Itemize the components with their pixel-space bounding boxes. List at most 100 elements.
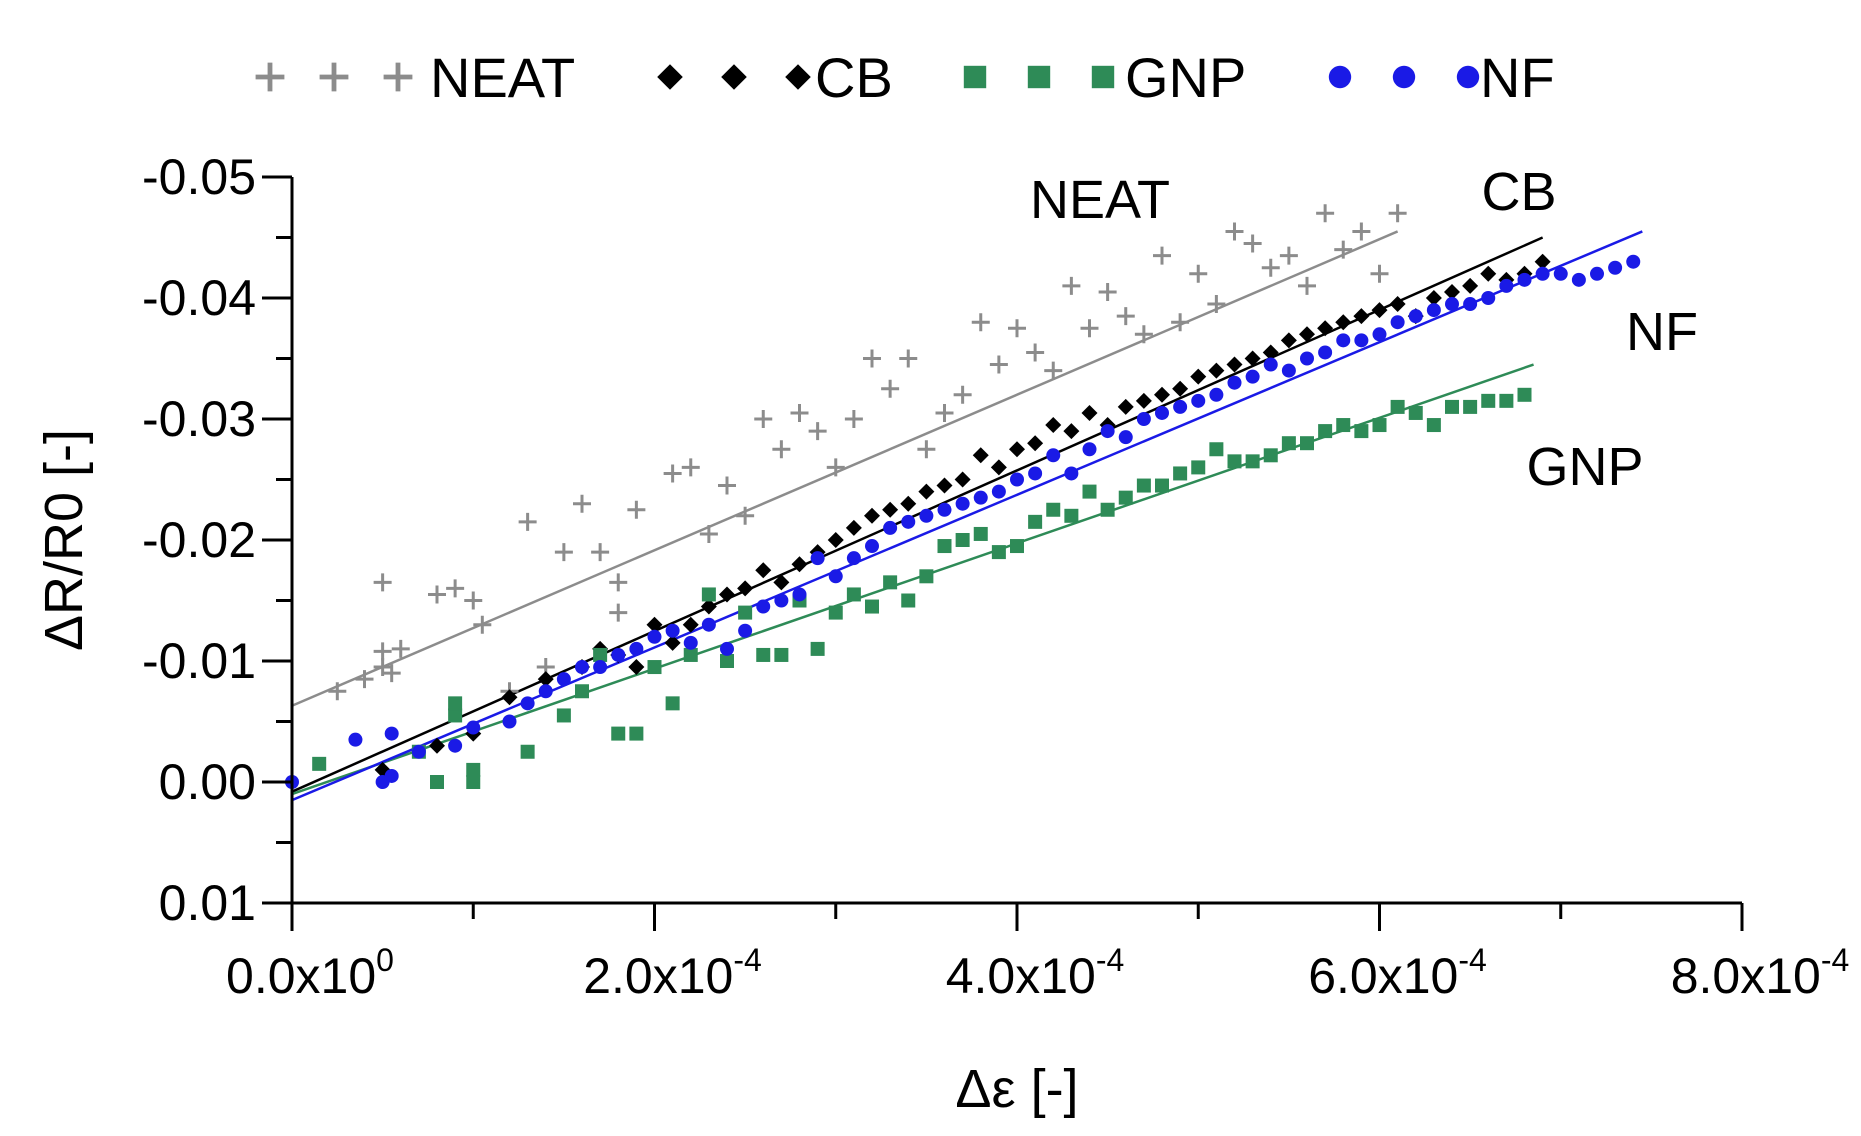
data-point-gnp: [1209, 442, 1224, 457]
data-point-gnp: [955, 533, 970, 547]
data-point-cb: [429, 737, 445, 754]
data-point-cb: [1425, 290, 1442, 306]
data-point-neat: [554, 543, 573, 562]
data-point-nf: [348, 732, 363, 747]
data-point-gnp: [629, 726, 644, 741]
y-axis-title: ΔR/R0 [-]: [34, 429, 94, 651]
legend-item-cb: CB: [657, 46, 893, 109]
data-point-neat: [971, 313, 990, 332]
data-point-nf: [1318, 345, 1333, 360]
data-point-cb: [1299, 326, 1315, 343]
data-point-gnp: [611, 726, 626, 741]
data-point-gnp: [1281, 436, 1296, 451]
y-tick-label: -0.01: [142, 633, 256, 689]
legend-marker: [963, 65, 987, 89]
data-point-neat: [863, 349, 881, 368]
data-point-cb: [1027, 435, 1044, 452]
data-point-nf: [1010, 472, 1024, 487]
data-point-nf: [1426, 303, 1441, 318]
data-point-neat: [754, 410, 773, 428]
data-point-gnp: [738, 605, 753, 620]
data-point-cb: [1262, 344, 1279, 361]
data-point-gnp: [647, 660, 662, 675]
data-point-cb: [1353, 308, 1370, 325]
x-tick-label: 0.0x100: [226, 942, 394, 1004]
data-point-nf: [1445, 297, 1459, 312]
data-point-gnp: [1028, 514, 1043, 529]
fit-line-nf: [291, 230, 1643, 802]
data-point-neat: [1171, 313, 1190, 332]
data-point-neat: [446, 579, 465, 598]
series-cb: [374, 253, 1551, 778]
data-point-gnp: [846, 587, 861, 602]
data-point-cb: [1389, 296, 1406, 313]
data-point-nf: [991, 484, 1006, 499]
data-point-gnp: [883, 575, 898, 590]
legend-label: CB: [815, 46, 893, 109]
data-point-neat: [1080, 319, 1099, 338]
data-point-cb: [1135, 392, 1152, 409]
data-point-neat: [790, 403, 809, 422]
data-point-nf: [1571, 272, 1586, 287]
data-point-gnp: [1390, 399, 1405, 414]
data-point-neat: [573, 494, 591, 513]
data-point-gnp: [430, 775, 444, 789]
legend-item-gnp: GNP: [963, 46, 1246, 109]
data-point-cb: [1462, 277, 1479, 294]
data-point-gnp: [774, 647, 789, 662]
data-point-neat: [1026, 343, 1045, 362]
data-point-gnp: [865, 599, 879, 614]
data-point-nf: [384, 726, 399, 741]
data-point-nf: [1481, 291, 1496, 305]
data-point-neat: [1134, 325, 1153, 344]
data-point-nf: [1372, 327, 1387, 342]
data-point-cb: [1154, 386, 1170, 403]
data-point-nf: [1028, 466, 1043, 481]
data-point-cb: [936, 477, 953, 494]
data-point-nf: [1227, 375, 1242, 390]
data-point-nf: [1136, 412, 1151, 426]
x-tick-label: 8.0x10-4: [1671, 942, 1850, 1004]
y-tick-label: -0.03: [142, 391, 256, 447]
data-point-neat: [391, 639, 410, 658]
data-point-gnp: [919, 569, 934, 584]
data-point-neat: [1116, 307, 1135, 326]
data-point-gnp: [466, 762, 481, 777]
data-point-neat: [1316, 204, 1335, 223]
data-point-cb: [664, 634, 681, 651]
data-point-nf: [593, 660, 608, 675]
legend-label: NEAT: [430, 46, 575, 109]
data-point-neat: [1098, 282, 1117, 301]
data-point-gnp: [756, 647, 771, 662]
data-point-neat: [953, 385, 972, 404]
data-point-gnp: [1064, 508, 1079, 523]
data-point-nf: [1626, 254, 1641, 269]
data-point-nf: [937, 502, 952, 517]
data-point-gnp: [1082, 484, 1097, 499]
legend-marker: [1027, 65, 1051, 89]
data-point-nf: [520, 696, 535, 711]
data-point-neat: [464, 591, 483, 610]
data-point-nf: [384, 768, 399, 783]
data-point-cb: [1190, 368, 1207, 385]
data-point-gnp: [1010, 539, 1024, 554]
data-point-neat: [1388, 204, 1407, 223]
y-tick-label: -0.02: [142, 512, 256, 568]
data-point-neat: [373, 658, 392, 677]
data-point-neat: [881, 379, 900, 398]
data-point-cb: [972, 447, 989, 464]
data-point-gnp: [1046, 502, 1061, 517]
data-point-nf: [1590, 266, 1604, 281]
x-ticks: 0.0x100 2.0x10-4 4.0x10-4 6.0x10-4 8.0x10-4: [226, 903, 1849, 1004]
data-point-neat: [808, 422, 827, 441]
data-point-neat: [1189, 264, 1208, 283]
data-point-gnp: [1118, 490, 1133, 505]
legend: NEAT CB GNP NF: [255, 46, 1555, 109]
data-point-nf: [774, 593, 789, 608]
data-point-nf: [611, 647, 626, 662]
data-point-neat: [591, 543, 610, 562]
data-point-neat: [355, 670, 374, 689]
data-point-nf: [665, 623, 680, 638]
data-point-neat: [1334, 240, 1353, 259]
